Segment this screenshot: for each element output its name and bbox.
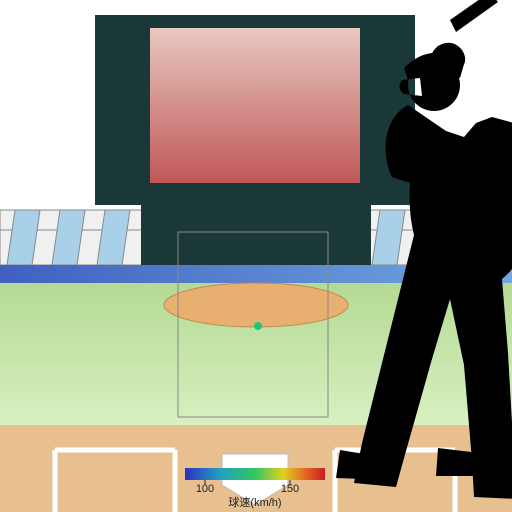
pitch-point [254, 322, 262, 330]
pitch-points [254, 322, 262, 330]
legend-tick: 100 [196, 483, 214, 495]
pitch-location-chart: 100 150 球速(km/h) [0, 0, 512, 512]
legend-label: 球速(km/h) [228, 495, 281, 509]
scoreboard-screen [150, 28, 360, 183]
scoreboard-support [141, 205, 371, 265]
pitchers-mound [164, 283, 348, 327]
legend-tick: 150 [281, 483, 299, 495]
legend-gradient-bar [185, 468, 325, 480]
